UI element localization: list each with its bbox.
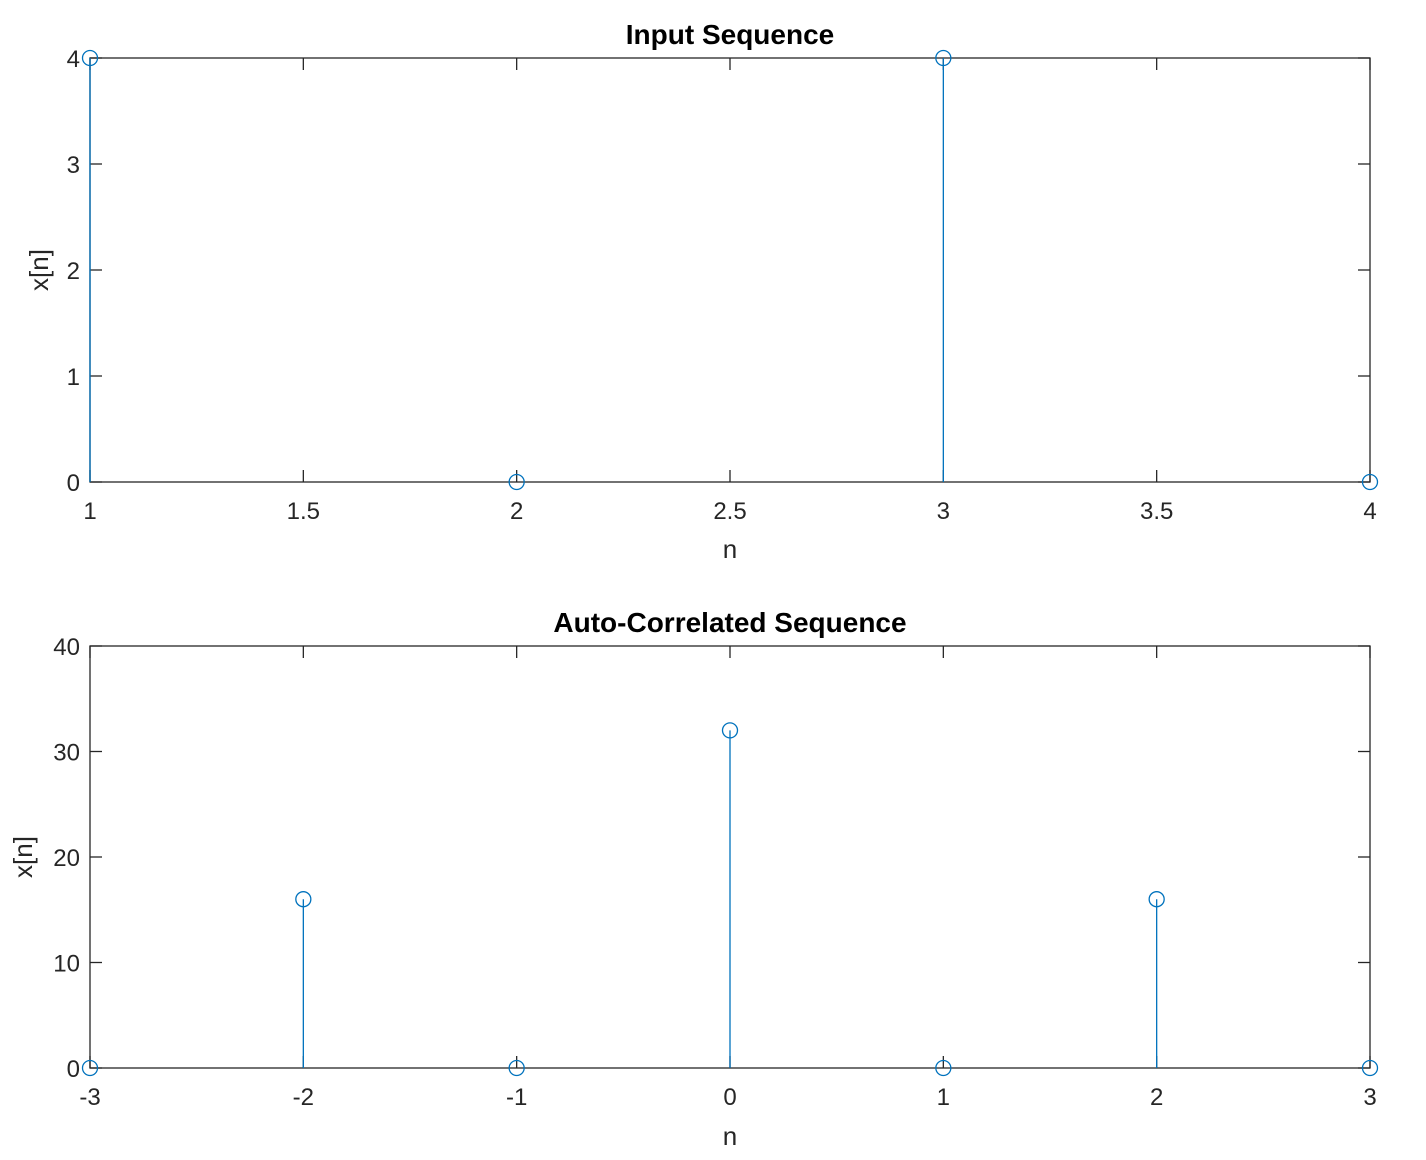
y-tick-label: 0: [67, 1056, 80, 1083]
x-axis-label: n: [723, 1121, 737, 1151]
y-tick-label: 0: [67, 470, 80, 497]
y-tick-label: 2: [67, 258, 80, 285]
y-tick-label: 1: [67, 364, 80, 391]
y-axis-label: x[n]: [8, 836, 38, 878]
stem-marker: [1148, 891, 1165, 908]
y-tick-label: 20: [53, 845, 80, 872]
chart-title: Input Sequence: [626, 19, 834, 50]
stem-marker: [935, 49, 952, 67]
stem-marker: [81, 49, 99, 67]
x-tick-label: 1.5: [287, 498, 320, 525]
stem-marker: [1361, 473, 1379, 491]
y-axis-label: x[n]: [24, 249, 54, 291]
stem-marker: [508, 1059, 525, 1077]
chart-title: Auto-Correlated Sequence: [553, 607, 906, 638]
stem-marker: [721, 722, 739, 739]
axes-frame: [89, 57, 1371, 483]
x-tick-label: 2.5: [713, 498, 746, 525]
x-tick-label: 1: [937, 1084, 950, 1111]
x-tick-label: 1: [83, 498, 96, 525]
y-tick-label: 4: [67, 46, 80, 73]
stem-marker: [81, 1059, 99, 1077]
y-tick-label: 3: [67, 152, 80, 179]
x-tick-label: 0: [723, 1084, 736, 1111]
x-axis-label: n: [723, 534, 737, 564]
subplot-auto-correlated-sequence: Auto-Correlated Sequence n x[n] -3 -2 -1 0 1…: [8, 607, 1379, 1151]
x-tick-label: 3: [1363, 1084, 1376, 1111]
stem-marker: [295, 891, 312, 908]
stem-marker: [935, 1059, 952, 1077]
x-tick-label: 4: [1363, 498, 1376, 525]
x-tick-label: -3: [79, 1084, 100, 1111]
y-tick-label: 30: [53, 740, 80, 767]
stem-marker: [508, 473, 525, 491]
x-tick-label: -1: [506, 1084, 527, 1111]
y-tick-label: 10: [53, 951, 80, 978]
stem-marker: [1361, 1059, 1379, 1077]
x-tick-label: 3.5: [1140, 498, 1173, 525]
y-tick-label: 40: [53, 634, 80, 661]
x-tick-label: 3: [937, 498, 950, 525]
x-tick-label: -2: [293, 1084, 314, 1111]
x-tick-label: 2: [510, 498, 523, 525]
x-tick-label: 2: [1150, 1084, 1163, 1111]
